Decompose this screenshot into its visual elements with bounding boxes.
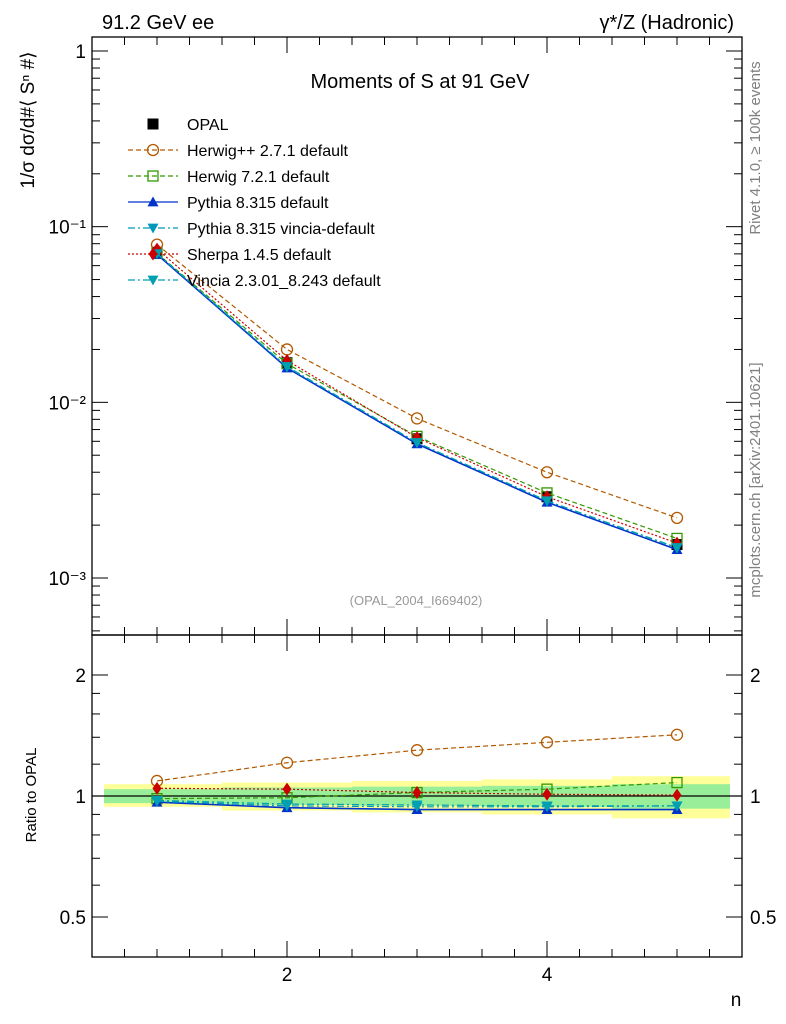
ratio-data-point xyxy=(672,788,682,802)
mcplots-label: mcplots.cern.ch [arXiv:2401.10621] xyxy=(747,362,764,597)
legend-marker xyxy=(147,223,159,234)
series-line xyxy=(156,244,678,519)
legend-marker xyxy=(147,275,159,286)
legend-entry: OPAL xyxy=(147,117,229,134)
y-tick-label: 10⁻¹ xyxy=(49,218,87,239)
ratio-data-point xyxy=(152,781,162,795)
legend-label: Pythia 8.315 vincia-default xyxy=(187,221,375,238)
main-plot-panel: 10⁻³ 10⁻² 10⁻¹ 1 Moments of S at 91 GeV (OP… xyxy=(18,36,743,636)
y-tick-label: 0.5 xyxy=(60,908,86,929)
legend-label: OPAL xyxy=(187,117,229,134)
y-tick-label: 2 xyxy=(75,666,86,687)
data-point xyxy=(411,438,423,449)
legend-entry: Vincia 2.3.01_8.243 default xyxy=(128,273,381,290)
data-point xyxy=(671,543,683,554)
legend-label: Pythia 8.315 default xyxy=(187,195,329,212)
legend-label: Sherpa 1.4.5 default xyxy=(187,247,332,264)
legend-entry: Pythia 8.315 default xyxy=(128,195,329,212)
legend-entry: Sherpa 1.4.5 default xyxy=(128,247,332,264)
data-point xyxy=(410,412,424,425)
analysis-watermark: (OPAL_2004_I669402) xyxy=(350,593,483,608)
x-tick-label: 2 xyxy=(282,965,293,986)
ratio-plot-panel: 0.5 0.5 1 1 2 2 2 4 Ratio to OPAL n xyxy=(23,634,776,1011)
ratio-data-point xyxy=(671,801,683,812)
ratio-data-point xyxy=(151,796,163,806)
ratio-data-point xyxy=(412,786,422,800)
ratio-series-line xyxy=(156,734,678,782)
y-tick-label: 10⁻² xyxy=(49,393,87,414)
y-tick-label: 1 xyxy=(75,787,86,808)
legend-entry: Pythia 8.315 vincia-default xyxy=(128,221,375,238)
legend: OPAL Herwig++ 2.7.1 default Herwig 7.2.1 d… xyxy=(128,117,381,290)
x-axis-label: n xyxy=(731,990,742,1011)
header-right: γ*/Z (Hadronic) xyxy=(600,12,734,34)
ratio-data-point xyxy=(411,800,423,811)
data-point xyxy=(280,343,294,356)
y-tick-label-right: 1 xyxy=(750,787,761,808)
legend-entry: Herwig++ 2.7.1 default xyxy=(128,143,349,160)
series-line xyxy=(156,252,678,539)
legend-label: Vincia 2.3.01_8.243 default xyxy=(187,273,381,290)
legend-entry: Herwig 7.2.1 default xyxy=(128,169,330,186)
data-point xyxy=(541,496,553,507)
y-tick-label-right: 2 xyxy=(750,666,761,687)
legend-marker xyxy=(147,170,159,182)
main-y-axis-label: 1/σ dσ/d#⟨ Sⁿ #⟩ xyxy=(18,51,39,188)
ratio-data-point xyxy=(280,756,294,769)
ratio-data-point xyxy=(281,799,293,810)
y-tick-label-right: 0.5 xyxy=(750,908,776,929)
legend-marker xyxy=(148,247,158,261)
y-tick-label: 1 xyxy=(75,42,86,63)
series-line xyxy=(156,253,678,549)
legend-marker xyxy=(147,196,159,207)
ratio-data-point xyxy=(542,787,552,801)
y-tick-label: 10⁻³ xyxy=(49,569,87,590)
header-left: 91.2 GeV ee xyxy=(102,12,214,34)
data-point xyxy=(540,466,554,479)
main-plot-title: Moments of S at 91 GeV xyxy=(311,71,531,93)
ratio-data-point xyxy=(540,736,554,749)
data-point xyxy=(281,362,293,372)
ratio-data-point xyxy=(541,801,553,812)
legend-marker xyxy=(147,118,159,130)
series-line xyxy=(156,248,678,544)
legend-marker xyxy=(146,143,160,157)
legend-label: Herwig++ 2.7.1 default xyxy=(187,143,349,160)
data-point xyxy=(670,511,684,524)
x-tick-label: 4 xyxy=(542,965,553,986)
rivet-version-label: Rivet 4.1.0, ≥ 100k events xyxy=(747,61,764,234)
series-line xyxy=(156,253,678,551)
ratio-data-point xyxy=(671,776,683,789)
legend-label: Herwig 7.2.1 default xyxy=(187,169,330,186)
series-line xyxy=(156,253,678,549)
ratio-data-point xyxy=(670,728,684,741)
ratio-data-point xyxy=(410,744,424,757)
ratio-y-axis-label: Ratio to OPAL xyxy=(23,748,40,843)
ratio-data-point xyxy=(282,782,292,796)
